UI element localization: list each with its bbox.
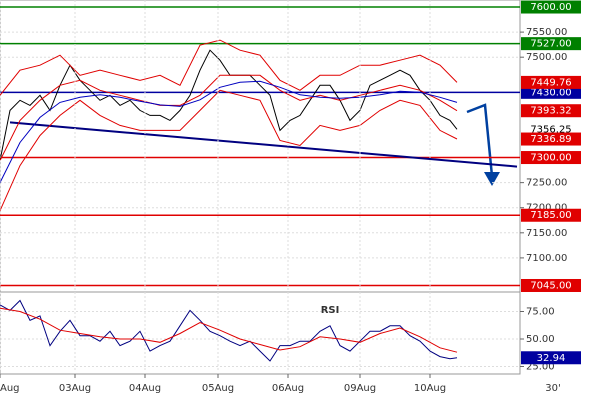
price-box-label: 7336.89 bbox=[530, 134, 571, 145]
y-tick-label: 75.00 bbox=[526, 307, 555, 318]
price-box-label: 7430.00 bbox=[530, 87, 571, 98]
forecast-arrow bbox=[466, 103, 494, 177]
series-line bbox=[0, 39, 458, 96]
price-box bbox=[521, 278, 581, 292]
price-box-label: 7045.00 bbox=[530, 280, 571, 291]
y-tick-label: 7250.00 bbox=[526, 178, 567, 189]
x-tick-label: 04Aug bbox=[129, 383, 161, 394]
price-box-label: 32.94 bbox=[537, 353, 566, 364]
y-tick-label: 7200.00 bbox=[526, 203, 567, 214]
price-box-label: 7356.25 bbox=[530, 124, 571, 135]
series-line bbox=[0, 299, 458, 362]
y-tick-label: 7150.00 bbox=[526, 228, 567, 239]
arrow-head bbox=[484, 172, 500, 186]
x-tick-label: 05Aug bbox=[202, 383, 234, 394]
price-box bbox=[521, 351, 581, 365]
price-box-label: 7300.00 bbox=[530, 153, 571, 164]
y-tick-label: 25.00 bbox=[526, 362, 555, 373]
price-box bbox=[521, 208, 581, 222]
price-box-label: 7600.00 bbox=[530, 2, 571, 13]
plot-frame bbox=[0, 0, 521, 375]
price-box bbox=[521, 104, 581, 118]
price-box bbox=[521, 151, 581, 165]
price-box-label: 7185.00 bbox=[530, 210, 571, 221]
series-line bbox=[0, 80, 458, 183]
x-tick-label: 03Aug bbox=[59, 383, 91, 394]
x-tick-label: 10Aug bbox=[414, 383, 446, 394]
price-box-label: 7393.32 bbox=[530, 106, 571, 117]
x-tick-label: 09Aug bbox=[344, 383, 376, 394]
price-box bbox=[521, 75, 581, 89]
panel-title: RSI bbox=[321, 305, 340, 316]
price-box-label: 7449.76 bbox=[530, 77, 571, 88]
series-line bbox=[0, 89, 458, 211]
price-box-label: 7527.00 bbox=[530, 39, 571, 50]
y-tick-label: 7500.00 bbox=[526, 52, 567, 63]
y-tick-label: 7550.00 bbox=[526, 27, 567, 38]
price-box bbox=[521, 85, 581, 99]
price-box bbox=[521, 0, 581, 14]
x-tick-label: 06Aug bbox=[272, 383, 304, 394]
series-line bbox=[0, 74, 458, 161]
price-box bbox=[521, 132, 581, 146]
price-box bbox=[521, 37, 581, 51]
interval-label: 30' bbox=[545, 383, 560, 394]
trendline bbox=[9, 121, 518, 168]
y-tick-label: 50.00 bbox=[526, 334, 555, 345]
series-line bbox=[0, 307, 458, 353]
x-tick-label: Aug bbox=[0, 383, 20, 394]
y-tick-label: 7100.00 bbox=[526, 253, 567, 264]
